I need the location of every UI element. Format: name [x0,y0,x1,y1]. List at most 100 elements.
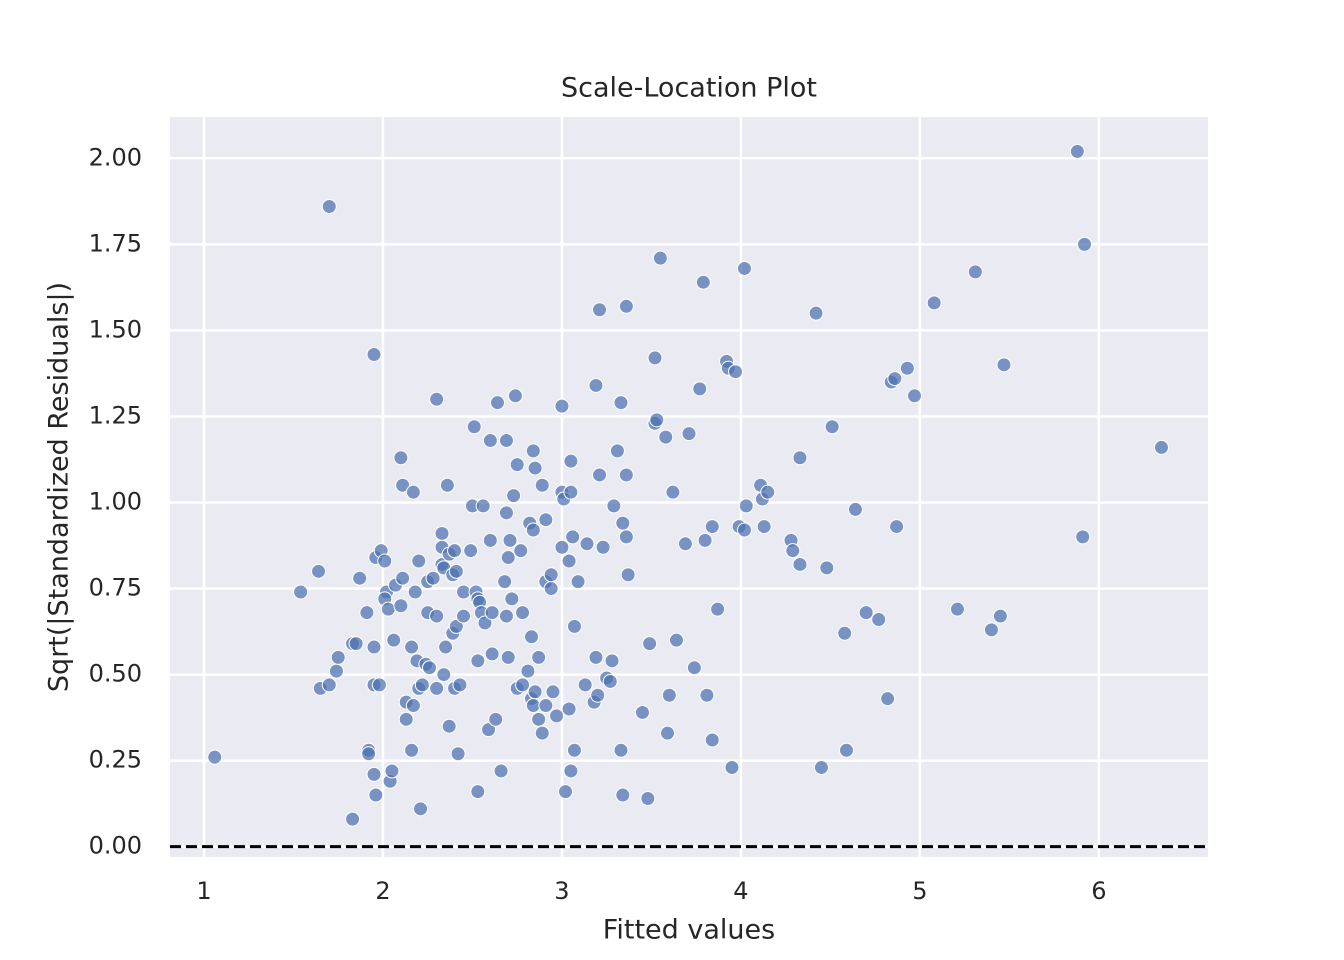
point [466,419,482,435]
point [543,581,559,597]
point [590,687,606,703]
point [577,677,593,693]
point [609,443,625,459]
point [438,639,454,655]
point [785,543,801,559]
point [642,636,658,652]
point [452,677,468,693]
point [738,498,754,514]
point [538,698,554,714]
point [380,601,396,617]
point [439,477,455,493]
point [330,649,346,665]
point [602,673,618,689]
point [525,698,541,714]
point [414,677,430,693]
point [393,598,409,614]
point [660,725,676,741]
point [534,725,550,741]
point [534,477,550,493]
point [613,742,629,758]
point [792,556,808,572]
point [345,811,361,827]
x-tick-label: 5 [912,877,927,905]
point [515,605,531,621]
point [448,618,464,634]
point [531,649,547,665]
point [728,364,744,380]
point [507,388,523,404]
point [561,701,577,717]
point [524,629,540,645]
y-tick-label: 0.50 [89,660,142,688]
point [311,563,327,579]
point [456,608,472,624]
point [658,429,674,445]
point [618,529,634,545]
point [543,567,559,583]
point [792,450,808,466]
point [525,522,541,538]
point [429,608,445,624]
x-tick-label: 6 [1091,877,1106,905]
point [640,790,656,806]
point [456,584,472,600]
point [425,570,441,586]
point [808,305,824,321]
point [697,532,713,548]
point [422,660,437,676]
point [604,653,620,669]
point [563,484,579,500]
point [665,484,681,500]
point [847,501,863,517]
point [606,498,622,514]
point [906,388,922,404]
point [404,639,420,655]
point [398,711,414,727]
point [695,274,711,290]
point [441,718,457,734]
point [506,488,522,504]
point [652,250,668,266]
point [661,687,677,703]
point [686,660,702,676]
point [677,536,693,552]
point [393,450,409,466]
point [588,377,604,393]
point [490,395,506,411]
y-tick-label: 1.75 [89,229,142,257]
point [504,591,520,607]
point [618,467,634,483]
point [838,742,854,758]
point [871,612,887,628]
point [949,601,965,617]
point [592,302,608,318]
point [545,684,561,700]
point [527,460,543,476]
y-tick-label: 1.50 [89,315,142,343]
point [681,426,697,442]
point [411,553,427,569]
point [887,371,903,387]
point [615,787,631,803]
x-tick-label: 2 [375,877,390,905]
point [447,543,463,559]
point [368,787,384,803]
point [484,605,500,621]
point [618,298,634,314]
point [613,395,629,411]
x-axis-label: Fitted values [603,915,775,946]
point [429,391,445,407]
point [436,667,452,683]
point [395,477,411,493]
y-tick-label: 0.00 [89,832,142,860]
point [413,801,429,817]
point [293,584,309,600]
point [405,698,421,714]
point [384,763,400,779]
x-tick-label: 4 [733,877,748,905]
point [615,515,631,531]
point [475,498,491,514]
point [498,608,514,624]
point [488,711,504,727]
